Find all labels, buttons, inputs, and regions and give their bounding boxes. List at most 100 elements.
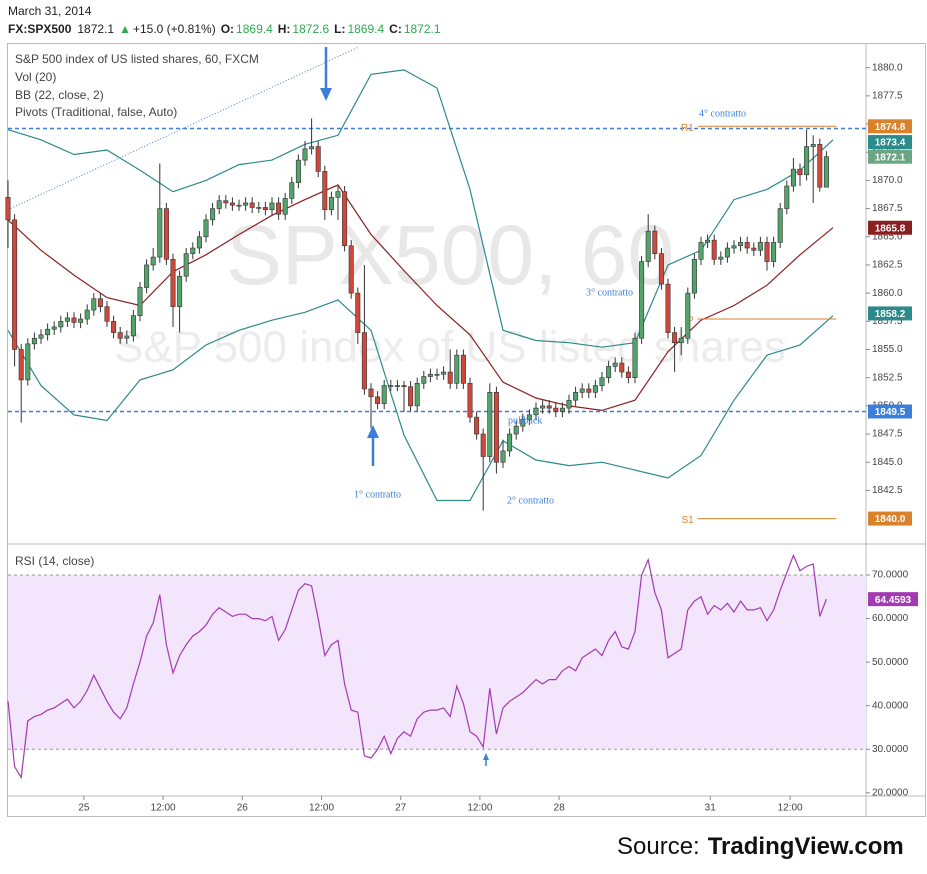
x-tick-label: 27 <box>395 803 407 814</box>
rsi-marker-label: 64.4593 <box>875 595 912 606</box>
bollinger-band <box>7 184 834 412</box>
candle-body <box>210 208 216 221</box>
candle-body <box>117 332 123 339</box>
candle-body <box>738 242 744 247</box>
arrow-head <box>320 88 332 101</box>
rsi-marker <box>868 592 918 607</box>
h-val: 1872.6 <box>292 22 329 36</box>
candle-body <box>84 309 90 320</box>
candle-body <box>309 146 315 150</box>
arrows <box>320 47 489 766</box>
annotation: 2° contratto <box>507 495 554 506</box>
candle-body <box>586 388 592 393</box>
candle-body <box>493 392 499 463</box>
candle-body <box>335 191 341 198</box>
o-key: O: <box>221 22 234 36</box>
candle-body <box>546 405 552 409</box>
candle-body <box>282 198 288 215</box>
x-tick-label: 25 <box>78 803 90 814</box>
annotation: 4° contratto <box>699 108 746 119</box>
candle-body <box>441 371 447 375</box>
y-tick-label: 1880.0 <box>872 62 903 73</box>
candle-body <box>91 298 97 311</box>
candle-body <box>474 416 480 435</box>
y-tick-label: 1870.0 <box>872 175 903 186</box>
c-key: C: <box>389 22 402 36</box>
candle-body <box>691 259 697 294</box>
candle-body <box>632 337 638 378</box>
candle-body <box>342 191 348 247</box>
candle-body <box>784 185 790 209</box>
candle-body <box>658 253 664 285</box>
candle-body <box>685 292 691 339</box>
candle-body <box>130 315 136 337</box>
candle-body <box>467 383 473 418</box>
candle-body <box>797 168 803 176</box>
candle-body <box>223 200 229 204</box>
candle-body <box>599 377 605 386</box>
y-tick-label: 40.0000 <box>872 700 909 711</box>
candle-body <box>454 354 460 384</box>
bollinger-band <box>7 69 834 348</box>
candle-body <box>71 317 77 323</box>
candle-body <box>38 334 44 339</box>
candle-body <box>183 253 189 277</box>
annotation: pullback <box>508 415 542 426</box>
candle-body <box>328 197 334 211</box>
candle-body <box>58 321 64 328</box>
watermark: SPX500, 60 <box>226 208 674 302</box>
candle-body <box>368 388 374 398</box>
trend-line <box>7 46 359 211</box>
source-name: TradingView.com <box>708 833 904 860</box>
candle-body <box>790 168 796 187</box>
candle-body <box>665 283 671 333</box>
candle-body <box>513 425 519 435</box>
candle-body <box>97 298 103 307</box>
candle-body <box>771 242 777 262</box>
candle-body <box>520 419 526 427</box>
candle-body <box>5 197 11 221</box>
candle-body <box>394 385 400 387</box>
legend-indicator: Vol (20) <box>15 70 56 84</box>
candle-body <box>421 376 427 384</box>
legend-title: S&P 500 index of US listed shares, 60, F… <box>15 52 259 66</box>
candle-body <box>810 144 816 147</box>
candle-body <box>817 144 823 188</box>
candle-body <box>724 247 730 258</box>
candle-body <box>262 207 268 211</box>
candle-body <box>401 385 407 387</box>
y-tick-label: 1867.5 <box>872 203 903 214</box>
candle-body <box>559 407 565 412</box>
price-marker <box>868 135 912 150</box>
x-tick-label: 12:00 <box>309 803 334 814</box>
candle-body <box>170 259 176 307</box>
price-marker <box>868 511 912 526</box>
candle-body <box>823 156 829 188</box>
candle-body <box>427 373 433 377</box>
y-tick-label: 30.0000 <box>872 744 909 755</box>
candle-body <box>744 242 750 249</box>
y-tick-label: 60.0000 <box>872 613 909 624</box>
y-tick-label: 1865.0 <box>872 231 903 242</box>
candle-body <box>526 414 532 420</box>
candle-body <box>711 239 717 260</box>
candle-body <box>196 236 202 249</box>
price-marker-label: 1865.8 <box>875 223 906 234</box>
price-marker-label: 1840.0 <box>875 514 906 525</box>
x-tick-label: 12:00 <box>467 803 492 814</box>
candle-body <box>764 242 770 262</box>
arrow: ▲ <box>119 22 131 36</box>
y-tick-label: 50.0000 <box>872 657 909 668</box>
candle-body <box>203 219 209 238</box>
candle-body <box>672 332 678 344</box>
source: Source: TradingView.com <box>617 833 904 860</box>
arrow-head <box>483 753 489 760</box>
price-marker <box>868 306 912 321</box>
y-tick-label: 1855.0 <box>872 344 903 355</box>
candle-body <box>678 337 684 344</box>
candle-body <box>553 407 559 412</box>
legend-indicator: Pivots (Traditional, false, Auto) <box>15 105 177 119</box>
candle-body <box>51 326 57 330</box>
l-key: L: <box>334 22 345 36</box>
